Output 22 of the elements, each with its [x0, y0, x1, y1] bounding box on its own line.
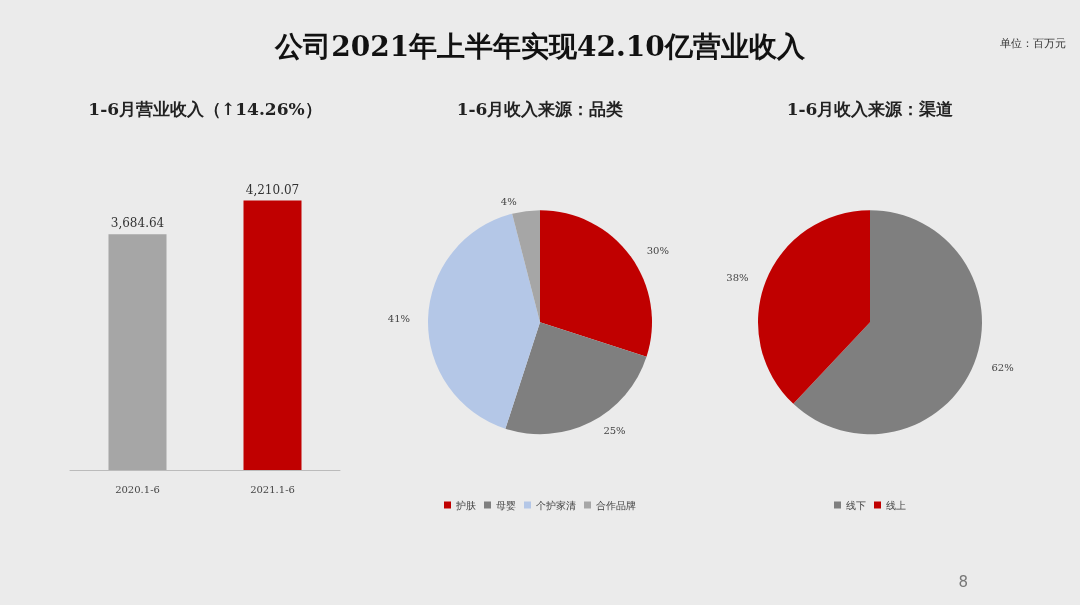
text: 单位：百万元	[1000, 36, 1066, 51]
data-label: 25%	[603, 425, 626, 437]
text: 公司2021年上半年实现42.10亿营业收入	[275, 30, 805, 63]
data-label: 4%	[500, 195, 517, 207]
legend-label: 合作品牌	[596, 499, 636, 511]
chart-title: 1-6月收入来源：渠道	[786, 98, 954, 119]
x-tick-label: 2021.1-6	[250, 483, 295, 495]
text: 8	[958, 573, 968, 591]
data-label: 41%	[387, 312, 411, 324]
data-label: 3,684.64	[110, 216, 165, 231]
legend-label: 母婴	[496, 499, 516, 511]
data-label: 4,210.07	[245, 182, 300, 197]
data-label: 38%	[726, 271, 749, 283]
data-label: 62%	[991, 361, 1014, 373]
chart-title: 1-6月收入来源：品类	[456, 98, 624, 119]
legend-label: 个护家清	[536, 499, 576, 511]
chart-title: 1-6月营业收入（↑14.26%）	[88, 98, 322, 119]
legend-label: 线下	[846, 499, 866, 511]
data-label: 30%	[646, 244, 669, 256]
legend-label: 护肤	[455, 499, 476, 511]
x-tick-label: 2020.1-6	[115, 483, 160, 495]
legend-label: 线上	[886, 499, 906, 511]
